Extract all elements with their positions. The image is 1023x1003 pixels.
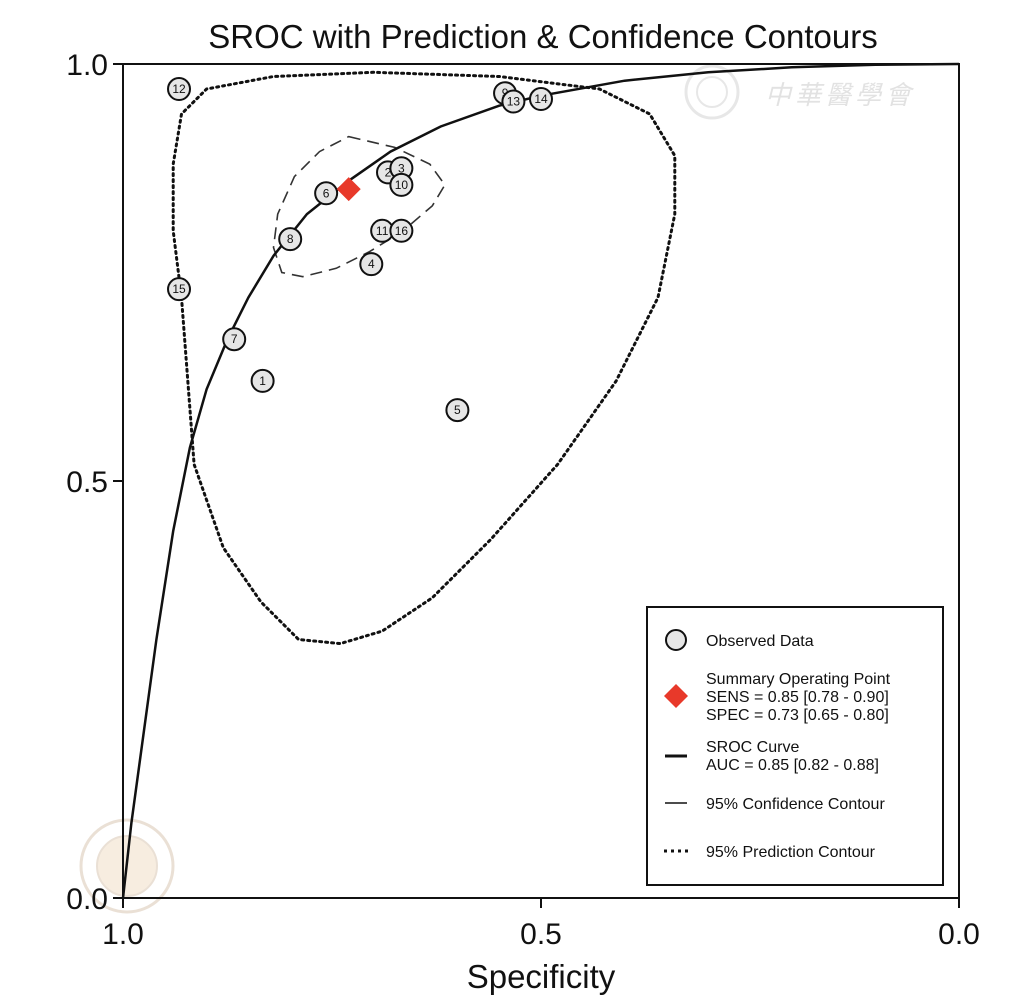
observed-point: 1 [250,368,275,393]
observed-point-label: 3 [398,161,405,175]
observed-point-marker [359,252,384,277]
observed-point: 6 [314,181,339,206]
legend-curve-auc: AUC = 0.85 [0.82 - 0.88] [706,757,879,774]
x-axis-label: Specificity [467,958,616,995]
legend-observed: Observed Data [706,633,814,650]
summary-point-marker [336,177,361,202]
observed-point-label: 7 [231,332,238,346]
observed-point-marker [501,89,526,114]
legend-confidence: 95% Confidence Contour [706,796,885,813]
legend-curve-title: SROC Curve [706,739,799,756]
y-tick-label: 0.0 [66,883,108,916]
observed-point-marker [389,172,414,197]
y-tick-label: 0.5 [66,466,108,499]
observed-point-marker [278,227,303,252]
sroc-curve-line [121,62,960,899]
x-tick-label: 0.5 [520,918,562,951]
confidence-contour-line [272,135,446,278]
x-tick-label: 1.0 [102,918,144,951]
observed-point-marker [167,277,192,302]
prediction-contour [171,70,677,646]
watermark-logo-icon [79,818,175,914]
observed-point-label: 12 [172,82,186,96]
observed-point: 7 [222,327,247,352]
legend-summary-sens: SENS = 0.85 [0.78 - 0.90] [706,689,889,706]
y-tick-label: 1.0 [66,49,108,82]
confidence-contour [272,135,446,278]
chart-title: SROC with Prediction & Confidence Contou… [208,18,877,55]
observed-point-marker [250,368,275,393]
observed-point: 8 [278,227,303,252]
observed-point-label: 10 [395,178,409,192]
prediction-contour-line [171,70,677,646]
legend-summary-title: Summary Operating Point [706,671,891,688]
observed-point-label: 11 [376,224,389,238]
observed-point-label: 5 [454,403,461,417]
observed-point-label: 8 [287,232,294,246]
observed-point: 13 [501,89,526,114]
observed-point-label: 4 [368,257,375,271]
legend-prediction: 95% Prediction Contour [706,844,876,861]
watermark-seal-icon [684,64,740,120]
legend-summary-spec: SPEC = 0.73 [0.65 - 0.80] [706,707,889,724]
observed-point-label: 14 [534,92,548,106]
axis-ticks: 1.0 0.5 0.0 0.0 0.5 1.0 [66,49,980,951]
observed-point-marker [314,181,339,206]
watermark-text: 中華醫學會 [765,81,915,111]
sroc-curve [121,62,960,899]
observed-point: 15 [167,277,192,302]
watermark-seal-inner-icon [696,76,728,108]
observed-point: 4 [359,252,384,277]
observed-point-label: 1 [259,374,266,388]
observed-point-label: 2 [385,165,392,179]
observed-point-label: 6 [323,186,330,200]
observed-point-marker [222,327,247,352]
legend-observed-symbol [665,629,687,651]
legend-box [646,606,944,886]
observed-point: 16 [389,218,414,243]
legend: Observed Data Summary Operating Point SE… [646,606,944,886]
watermark-bottom [79,818,175,914]
observed-point-marker [389,218,414,243]
watermark-top: 中華醫學會 [684,64,915,120]
observed-point-marker [445,398,470,423]
observed-point: 14 [529,87,553,112]
legend-summary-symbol [664,684,688,708]
observed-point-marker [529,87,553,112]
observed-point-label: 15 [172,282,186,296]
observed-point: 12 [167,77,192,102]
observed-point-label: 16 [395,224,409,238]
observed-point-label: 13 [507,95,521,109]
observed-point: 10 [389,172,414,197]
observed-point: 11 [370,218,395,243]
observed-point-marker [167,77,192,102]
observed-points: 12345678910111213141516 [167,77,553,423]
observed-point: 5 [445,398,470,423]
x-tick-label: 0.0 [938,918,980,951]
summary-point-layer [336,177,361,202]
